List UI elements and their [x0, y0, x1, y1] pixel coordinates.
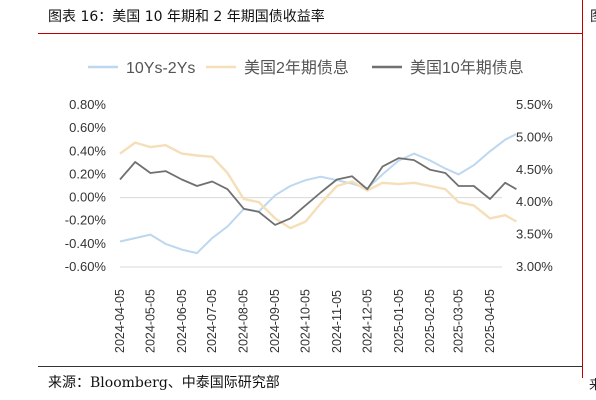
cut-off-neighbor-title: 图 [590, 6, 596, 26]
source-divider [38, 366, 583, 367]
legend-label: 10Ys-2Ys [126, 60, 195, 77]
right-tick-label: 4.00% [516, 194, 553, 209]
right-divider [582, 0, 583, 378]
series-line [119, 157, 517, 226]
right-tick-label: 4.50% [516, 162, 553, 177]
cut-off-neighbor-source: 来 [589, 378, 596, 393]
x-tick-label: 2024-10-05 [299, 289, 313, 353]
x-tick-label: 2025-02-05 [423, 289, 437, 353]
left-tick-label: -0.40% [65, 236, 107, 251]
x-tick-label: 2024-11-05 [330, 290, 344, 353]
right-tick-label: 5.00% [516, 129, 553, 144]
left-tick-label: 0.20% [69, 166, 106, 181]
left-tick-label: 0.60% [69, 120, 106, 135]
x-tick-label: 2024-12-05 [360, 289, 374, 353]
left-tick-label: 0.80% [69, 97, 106, 112]
right-tick-label: 5.50% [516, 97, 553, 112]
legend: 10Ys-2Ys 美国2年期债息 美国10年期债息 [88, 59, 524, 77]
legend-label: 美国10年期债息 [410, 59, 524, 77]
x-tick-label: 2025-01-05 [392, 289, 406, 353]
series-lines [119, 133, 517, 255]
title-divider [38, 33, 583, 34]
left-tick-label: 0.00% [69, 190, 106, 205]
right-tick-label: 3.50% [516, 227, 553, 242]
source-note: 来源：Bloomberg、中泰国际研究部 [48, 375, 280, 391]
x-tick-label: 2024-07-05 [205, 289, 219, 353]
axes: 0.80% 0.60% 0.40% 0.20% 0.00% -0.20% -0.40% -0.… [65, 97, 554, 353]
x-tick-label: 2024-04-05 [113, 289, 127, 353]
x-tick-label: 2025-04-05 [483, 289, 497, 353]
right-tick-label: 3.00% [516, 259, 553, 274]
series-line [119, 141, 517, 230]
x-tick-label: 2024-06-05 [175, 289, 189, 353]
left-tick-label: -0.20% [65, 213, 107, 228]
x-tick-label: 2025-03-05 [452, 289, 466, 353]
x-tick-label: 2024-05-05 [143, 289, 157, 353]
figure-title: 图表 16：美国 10 年期和 2 年期国债收益率 [48, 9, 325, 25]
x-tick-label: 2024-09-05 [268, 289, 282, 353]
series-line [119, 133, 517, 255]
legend-label: 美国2年期债息 [244, 59, 349, 77]
left-tick-label: -0.60% [65, 259, 107, 274]
left-tick-label: 0.40% [69, 143, 106, 158]
x-tick-label: 2024-08-05 [237, 289, 251, 353]
